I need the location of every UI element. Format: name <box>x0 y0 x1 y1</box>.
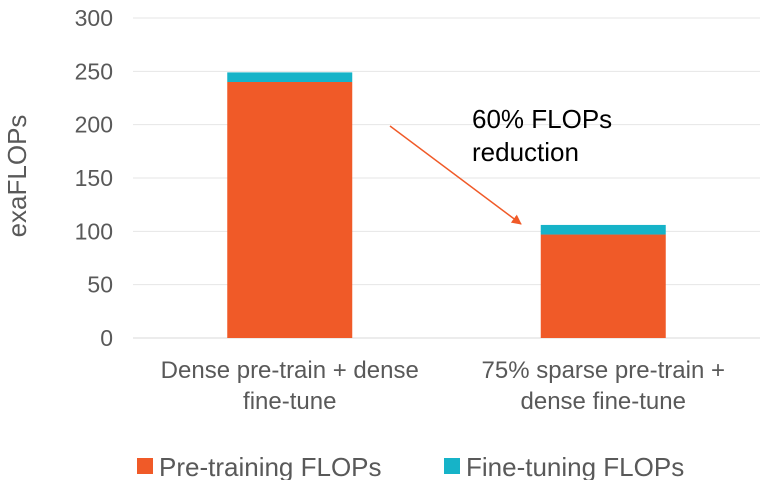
x-category-label: dense fine-tune <box>521 388 686 415</box>
bar-fine-tuning-flops <box>540 224 666 235</box>
legend-swatch <box>137 458 153 474</box>
legend-swatch <box>444 458 460 474</box>
y-tick-label: 100 <box>75 218 113 244</box>
y-tick-label: 300 <box>75 5 113 31</box>
y-tick-label: 0 <box>100 325 113 351</box>
x-axis: Dense pre-train + dense fine-tune 75% spar… <box>161 357 725 415</box>
x-category-label: Dense pre-train + dense <box>161 357 419 384</box>
bar-fine-tuning-flops <box>227 72 353 82</box>
annotation-arrow <box>389 125 522 225</box>
y-tick-label: 200 <box>75 112 113 138</box>
x-category-label: 75% sparse pre-train + <box>482 357 725 384</box>
y-tick-label: 150 <box>75 165 113 191</box>
annotation-line-2: reduction <box>472 137 579 167</box>
legend-label: Fine-tuning FLOPs <box>466 452 684 480</box>
annotation-line-1: 60% FLOPs <box>472 104 612 134</box>
annotation: 60% FLOPs reduction <box>389 104 612 225</box>
y-tick-label: 250 <box>75 58 113 84</box>
legend: Pre-training FLOPs Fine-tuning FLOPs <box>137 452 684 480</box>
y-tick-label: 50 <box>87 272 113 298</box>
y-axis-title: exaFLOPs <box>2 115 32 238</box>
y-axis: 0 50 100 150 200 250 300 <box>75 5 113 351</box>
bars <box>227 72 666 338</box>
x-category-label: fine-tune <box>243 388 336 415</box>
legend-label: Pre-training FLOPs <box>159 452 382 480</box>
bar-pre-training-flops <box>227 82 353 338</box>
bar-pre-training-flops <box>540 234 666 338</box>
gridlines <box>133 17 760 339</box>
